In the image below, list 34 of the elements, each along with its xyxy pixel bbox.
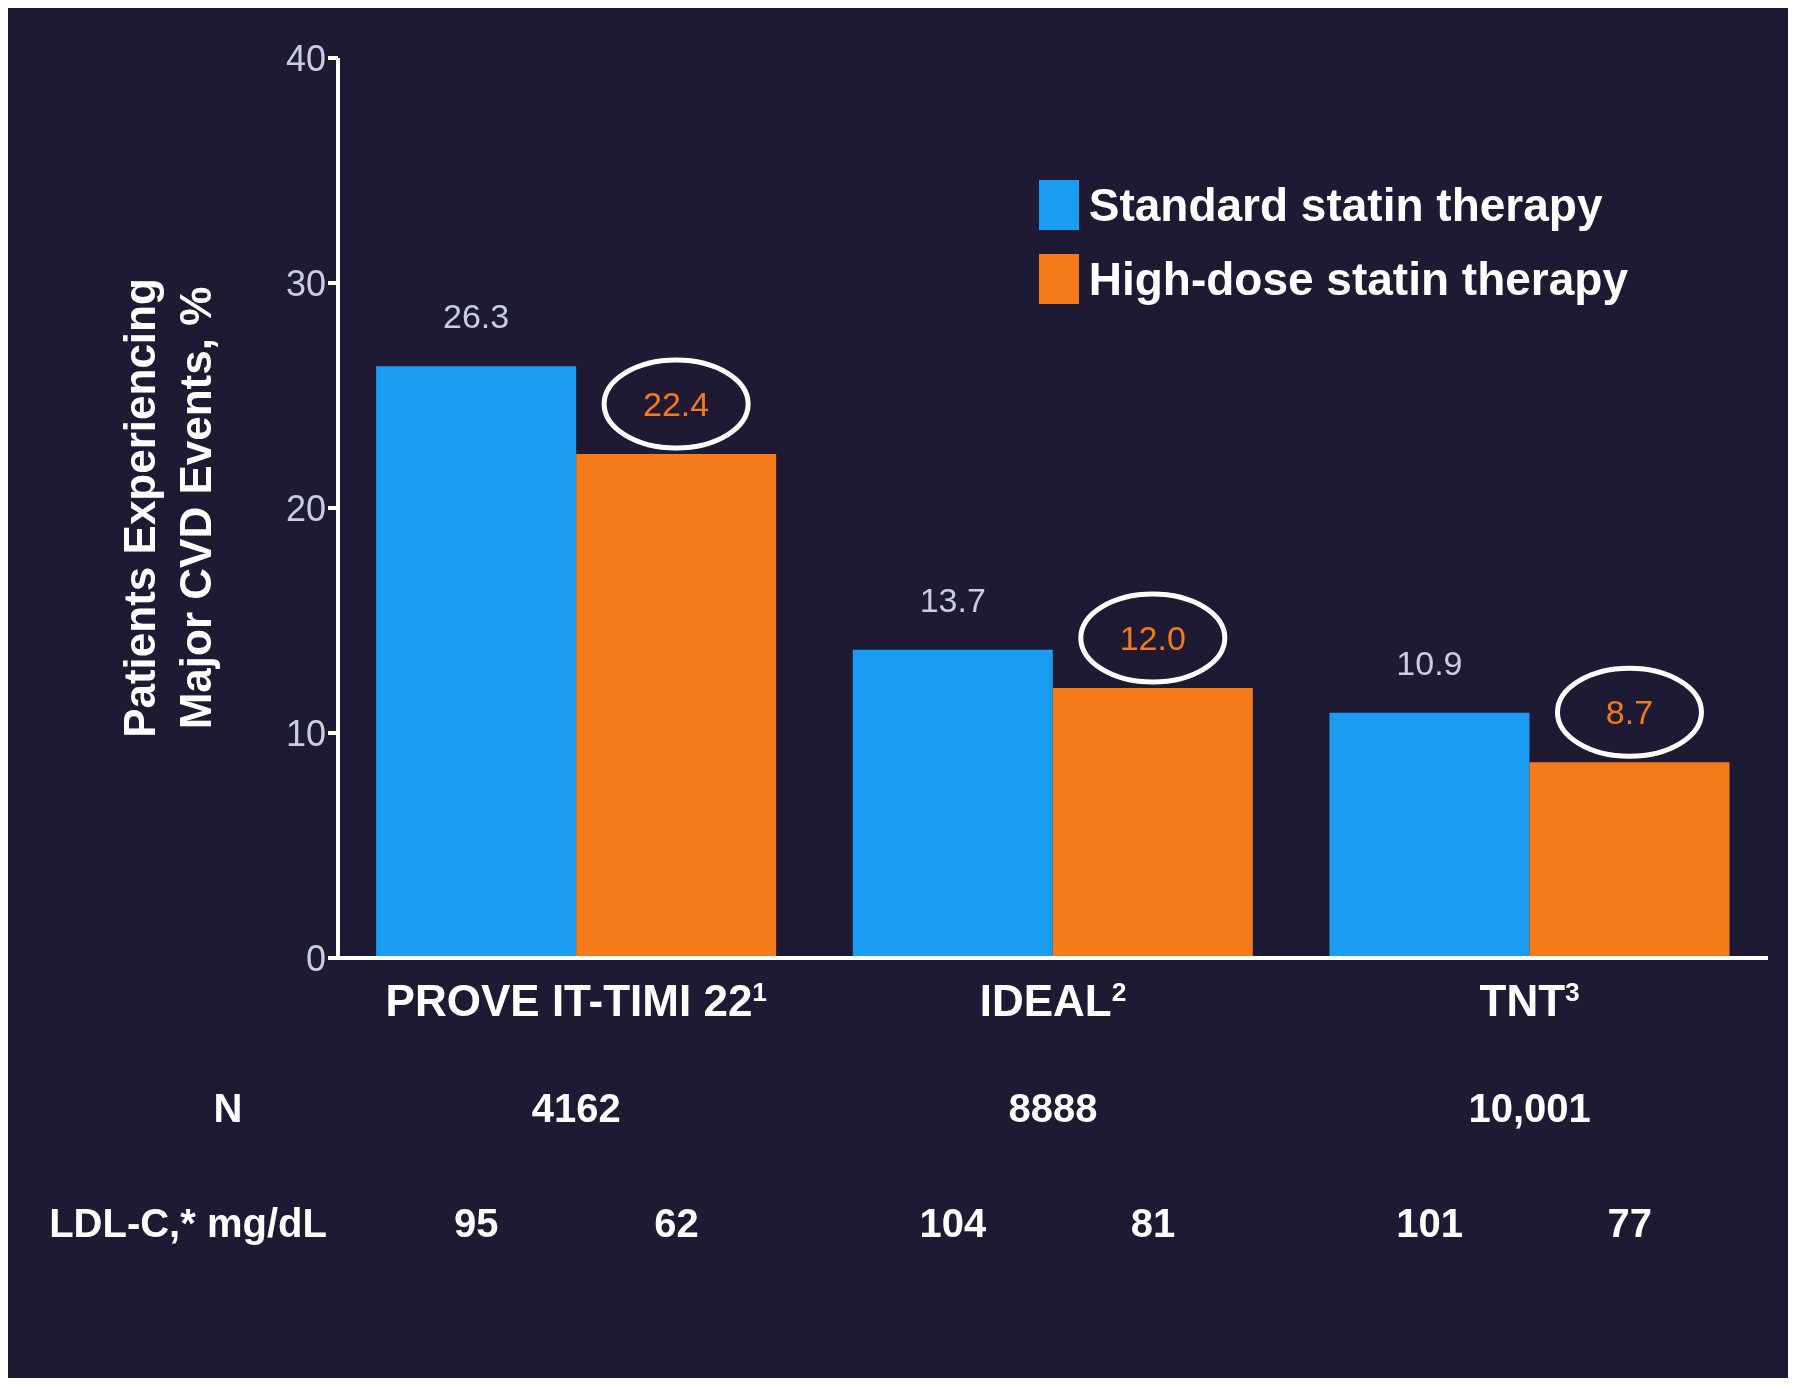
bar	[1052, 688, 1253, 958]
y-tick-label: 10	[285, 712, 326, 754]
bar	[576, 454, 777, 958]
text: 10,001	[1468, 1085, 1591, 1131]
text: 4162	[531, 1085, 621, 1131]
bar	[1529, 762, 1730, 958]
data-label: 26.3	[443, 297, 510, 336]
y-tick-label: 20	[285, 487, 326, 529]
y-axis-title: Patients Experiencing Major CVD Events, %	[114, 277, 221, 740]
y-tick-label: 40	[285, 37, 326, 79]
text: 8888	[1008, 1085, 1098, 1131]
data-label: 12.0	[1119, 619, 1186, 657]
text: LDL-C,* mg/dL	[49, 1200, 327, 1246]
x-tick-label: IDEAL$^{2}$	[979, 976, 1127, 1025]
text: 81	[1130, 1200, 1176, 1246]
legend-label: Standard statin therapy	[1088, 178, 1603, 232]
text: 62	[654, 1200, 699, 1246]
x-tick-label: PROVE IT-TIMI 22$^{1}$	[385, 976, 768, 1025]
text: N	[213, 1085, 243, 1131]
data-label: 10.9	[1396, 643, 1463, 682]
text: 104	[919, 1200, 987, 1246]
text: 101	[1396, 1200, 1463, 1246]
data-label: 22.4	[643, 385, 710, 423]
legend-label: High-dose statin therapy	[1088, 252, 1628, 306]
bar	[852, 649, 1053, 958]
bar	[376, 366, 577, 958]
data-label: 13.7	[919, 580, 986, 619]
y-tick-label: 0	[305, 937, 326, 979]
text: 95	[453, 1200, 499, 1246]
bar	[1329, 712, 1530, 958]
y-tick-label: 30	[285, 262, 326, 304]
x-tick-label: TNT$^{3}$	[1479, 976, 1580, 1025]
text: 77	[1607, 1200, 1653, 1246]
data-label: 8.7	[1605, 693, 1654, 732]
